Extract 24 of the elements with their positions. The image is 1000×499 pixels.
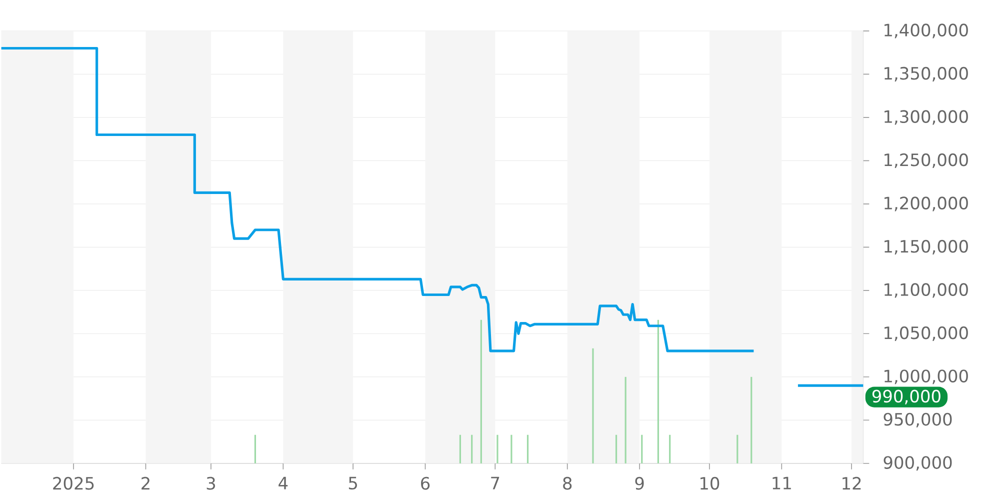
y-tick-label: 950,000 — [884, 412, 952, 428]
x-tick-label: 4 — [278, 476, 288, 490]
x-tick-label: 10 — [700, 476, 720, 490]
x-tick-label: 3 — [206, 476, 215, 490]
y-tick-label: 900,000 — [884, 456, 952, 470]
y-tick-label: 1,150,000 — [884, 240, 968, 254]
x-tick-label: 2 — [142, 476, 150, 490]
annotation: 990,000 — [872, 390, 940, 404]
x-tick-label: 5 — [348, 476, 357, 490]
y-tick-label: 1,050,000 — [884, 326, 968, 341]
y-tick-label: 1,100,000 — [884, 282, 968, 298]
y-tick-label: 1,300,000 — [884, 110, 968, 125]
x-tick-label: 8 — [563, 476, 572, 490]
x-tick-label: 12 — [842, 476, 861, 490]
x-tick-label: 7 — [491, 476, 500, 490]
y-tick-label: 1,400,000 — [884, 23, 968, 38]
x-tick-label: 2025 — [53, 476, 94, 490]
y-tick-label: 1,250,000 — [884, 153, 968, 168]
y-tick-label: 1,200,000 — [884, 196, 968, 212]
x-tick-label: 6 — [421, 476, 430, 490]
y-tick-label: 1,350,000 — [884, 66, 968, 82]
x-tick-label: 11 — [772, 476, 791, 490]
x-tick-label: 9 — [635, 476, 644, 490]
y-tick-label: 1,000,000 — [884, 369, 968, 384]
